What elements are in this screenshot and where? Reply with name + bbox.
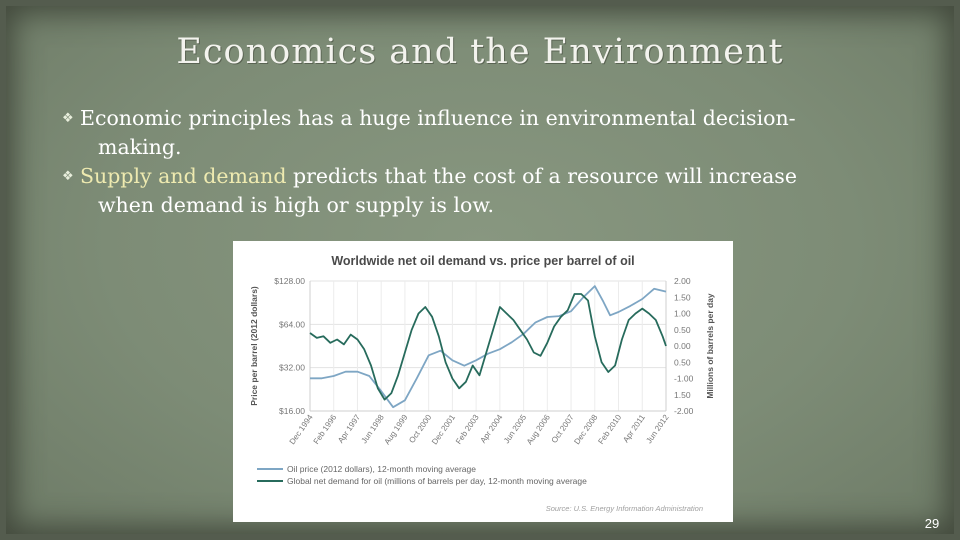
y-left-axis-title: Price per barrel (2012 dollars)	[249, 286, 259, 406]
y-right-tick-label: 0.50	[674, 357, 691, 367]
x-tick-label: Feb 1996	[312, 413, 339, 446]
gridlines	[309, 280, 667, 412]
x-tick-label: Aug 1999	[383, 413, 410, 447]
chart-title: Worldwide net oil demand vs. price per b…	[331, 254, 634, 268]
y-right-tick-label: 0.00	[674, 341, 691, 351]
page-number: 29	[924, 516, 940, 531]
bullet-list: ❖ Economic principles has a huge influen…	[62, 104, 882, 220]
slide-title: Economics and the Environment	[176, 32, 784, 72]
y-left-tick-label: $128.00	[274, 276, 305, 286]
bullet-text: predicts that the cost of a resource wil…	[286, 164, 797, 188]
y-left-tick-label: $16.00	[279, 406, 305, 416]
y-right-tick-label: 2.00	[674, 276, 691, 286]
y-left-tick-label: $32.00	[279, 363, 305, 373]
y-right-tick-label: 1.50	[674, 292, 691, 302]
y-right-tick-label: -2.00	[674, 406, 694, 416]
x-tick-label: Feb 2003	[454, 413, 481, 446]
axes: $128.00 $64.00 $32.00 $16.00 2.00 1.50 1.00 0.5…	[249, 276, 715, 446]
x-tick-label: Feb 2010	[596, 413, 623, 446]
legend-label: Global net demand for oil (millions of b…	[287, 476, 587, 486]
bullet-item: ❖ Economic principles has a huge influen…	[62, 104, 882, 162]
y-right-tick-label: 1.50	[674, 390, 691, 400]
legend: Oil price (2012 dollars), 12-month movin…	[257, 464, 587, 486]
legend-label: Oil price (2012 dollars), 12-month movin…	[287, 464, 476, 474]
bullet-item: ❖ Supply and demand predicts that the co…	[62, 162, 882, 220]
chart-source: Source: U.S. Energy Information Administ…	[546, 504, 703, 513]
y-right-tick-label: 1.00	[674, 309, 691, 319]
y-left-tick-label: $64.00	[279, 319, 305, 329]
bullet-marker-icon: ❖	[62, 169, 74, 184]
bullet-text-continued: making.	[98, 135, 182, 159]
x-tick-label: Jun 2012	[644, 413, 671, 446]
oil-chart-image: Worldwide net oil demand vs. price per b…	[233, 241, 733, 522]
highlighted-term: Supply and demand	[80, 164, 287, 188]
oil-price-line	[310, 285, 667, 409]
y-right-tick-label: 0.50	[674, 325, 691, 335]
oil-chart: Worldwide net oil demand vs. price per b…	[249, 254, 715, 513]
oil-demand-line	[309, 293, 667, 401]
bullet-marker-icon: ❖	[62, 111, 74, 126]
bullet-text-continued: when demand is high or supply is low.	[98, 193, 494, 217]
bullet-text: Economic principles has a huge influence…	[80, 106, 796, 130]
x-tick-label: Apr 2011	[621, 413, 647, 445]
y-right-tick-label: -1.00	[674, 374, 694, 384]
series-lines	[309, 285, 667, 409]
y-right-axis-title: Millions of barrels per day	[705, 293, 715, 399]
x-tick-label: Aug 2006	[525, 413, 552, 447]
